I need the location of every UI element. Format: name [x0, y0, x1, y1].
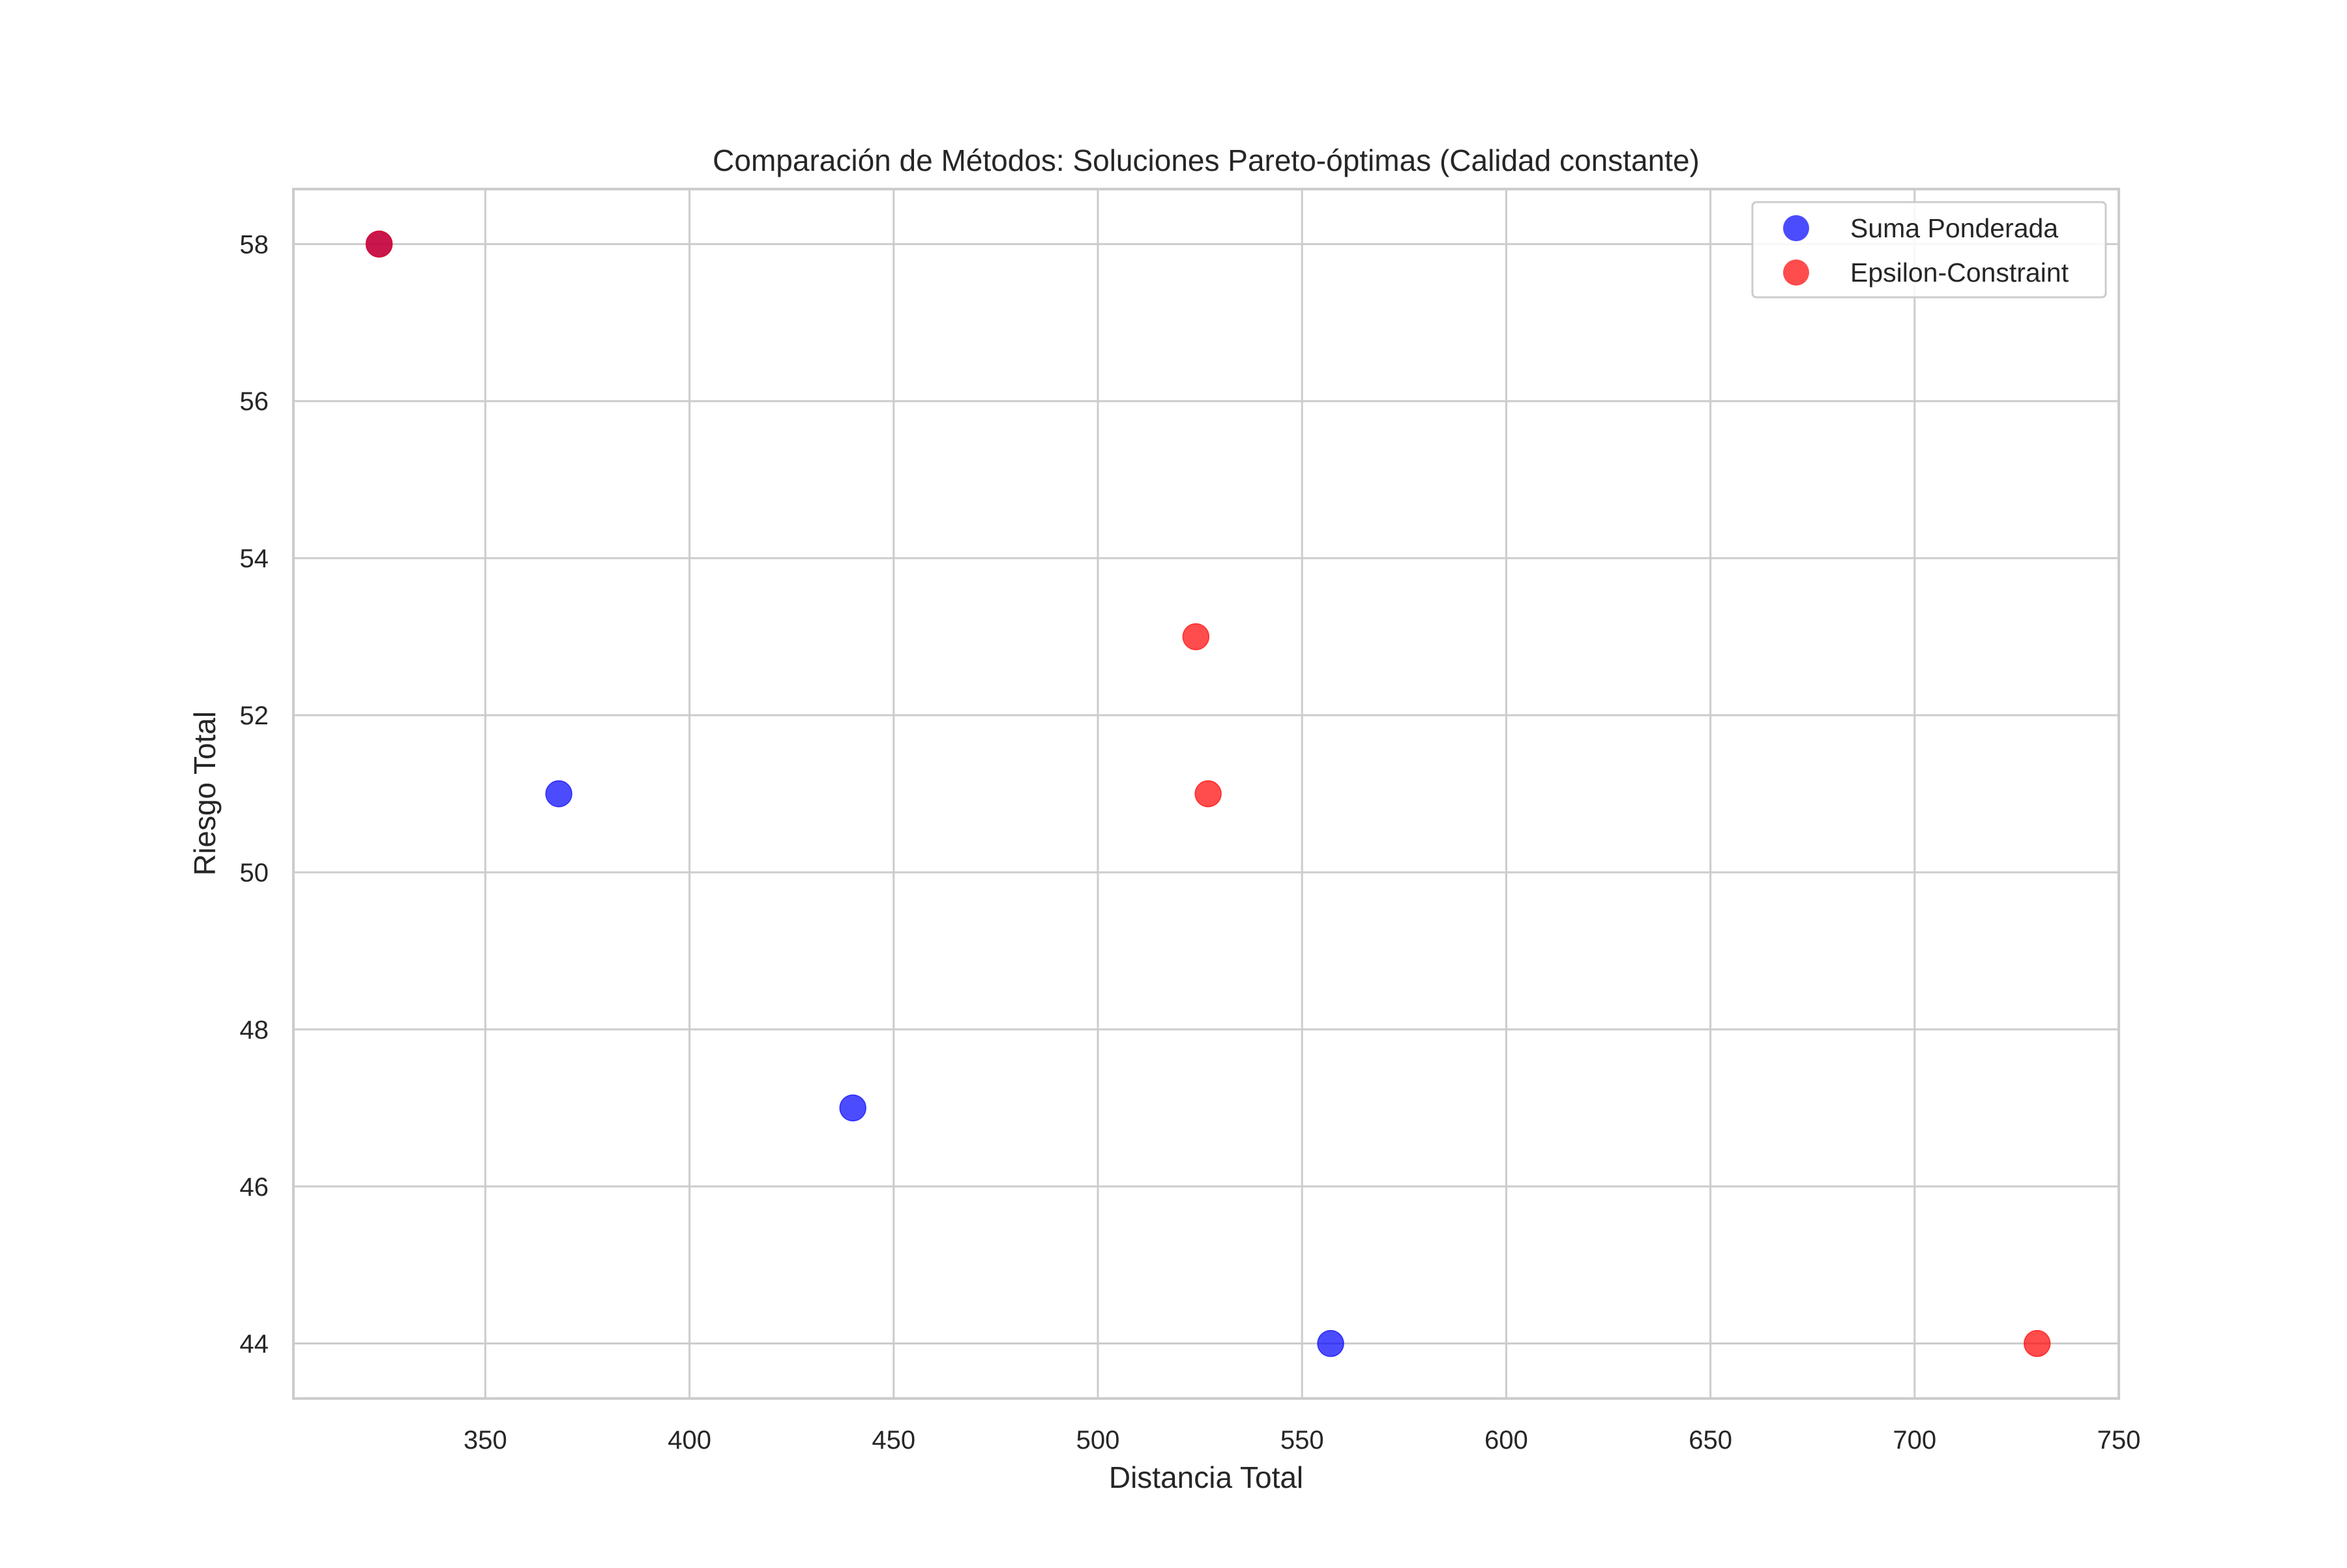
grid-lines — [293, 189, 2120, 1398]
y-tick-label-52: 52 — [240, 702, 269, 730]
x-tick-label-700: 700 — [1893, 1426, 1936, 1455]
data-point-epsilon-constraint-4 — [2023, 1329, 2051, 1357]
x-tick-label-400: 400 — [668, 1426, 711, 1455]
x-tick-label-450: 450 — [872, 1426, 915, 1455]
legend-label-suma-ponderada: Suma Ponderada — [1850, 213, 2058, 243]
y-tick-label-44: 44 — [240, 1330, 269, 1359]
x-tick-label-350: 350 — [464, 1426, 507, 1455]
plot-area-frame — [292, 188, 2120, 1400]
y-tick-label-46: 46 — [240, 1173, 269, 1202]
legend-item-epsilon-constraint: Epsilon-Constraint — [1783, 258, 2069, 288]
y-tick-label-48: 48 — [240, 1016, 269, 1044]
x-tick-label-500: 500 — [1076, 1426, 1120, 1455]
data-point-epsilon-constraint-1 — [365, 230, 393, 258]
legend-label-epsilon-constraint: Epsilon-Constraint — [1850, 258, 2069, 288]
legend-box — [1751, 201, 2107, 299]
data-point-suma-ponderada-4 — [1317, 1329, 1344, 1357]
legend-item-suma-ponderada: Suma Ponderada — [1783, 213, 2058, 243]
data-point-epsilon-constraint-3 — [1194, 780, 1222, 808]
y-tick-label-50: 50 — [240, 859, 269, 887]
data-point-suma-ponderada-3 — [839, 1094, 866, 1122]
legend-marker-suma-ponderada — [1783, 215, 1809, 241]
data-point-epsilon-constraint-2 — [1182, 623, 1210, 651]
data-points — [365, 230, 2051, 1357]
x-tick-label-650: 650 — [1689, 1426, 1732, 1455]
y-axis-label: Riesgo Total — [188, 711, 222, 876]
x-tick-label-750: 750 — [2097, 1426, 2141, 1455]
x-tick-labels: 350 400 450 500 550 600 650 700 750 — [464, 1426, 2140, 1455]
y-tick-labels: 44 46 48 50 52 54 56 58 — [240, 230, 269, 1358]
y-tick-label-54: 54 — [240, 544, 269, 573]
legend-marker-epsilon-constraint — [1783, 259, 1809, 286]
data-point-suma-ponderada-2 — [545, 780, 572, 808]
y-tick-label-58: 58 — [240, 230, 269, 259]
chart-title: Comparación de Métodos: Soluciones Paret… — [713, 143, 1700, 177]
x-tick-label-550: 550 — [1280, 1426, 1324, 1455]
x-tick-label-600: 600 — [1484, 1426, 1528, 1455]
y-tick-label-56: 56 — [240, 387, 269, 416]
legend: Suma Ponderada Epsilon-Constraint — [1751, 201, 2107, 299]
x-axis-label: Distancia Total — [1109, 1460, 1303, 1494]
